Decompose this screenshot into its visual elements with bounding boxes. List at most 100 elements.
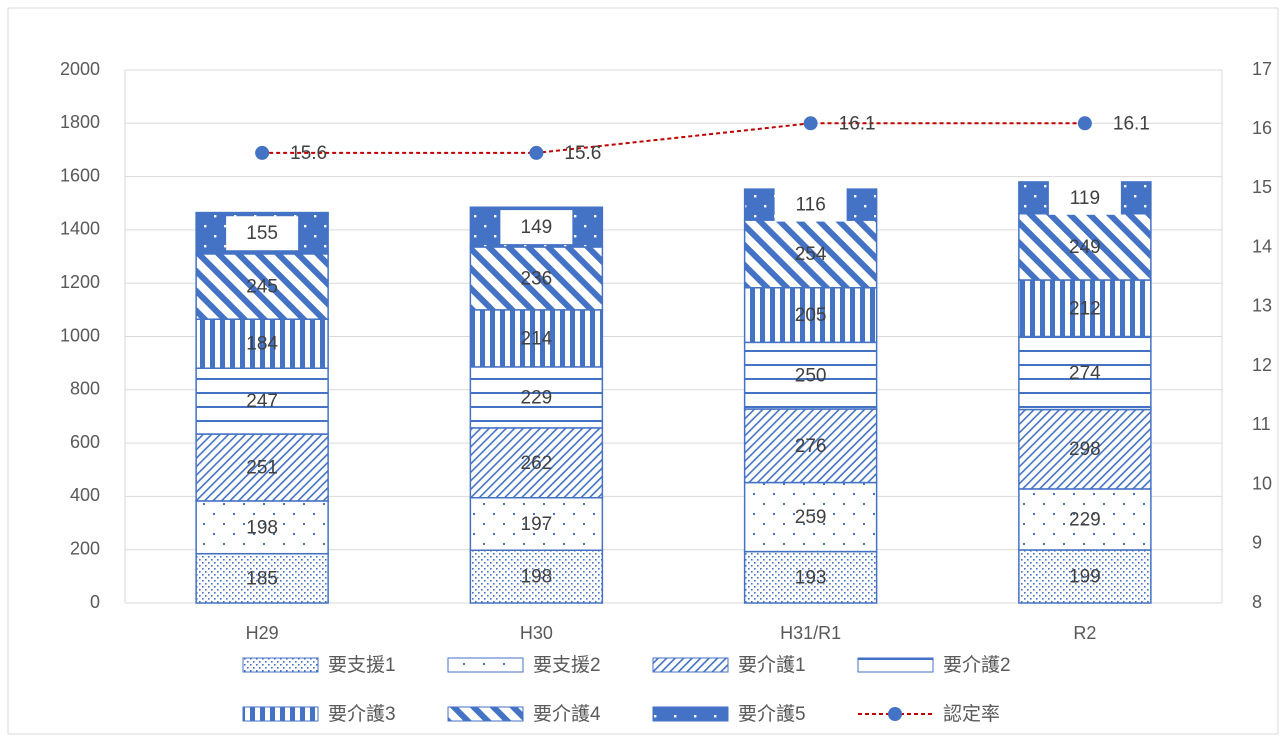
bar-segment	[743, 219, 878, 289]
y2-tick-label: 13	[1252, 296, 1272, 316]
y2-tick-label: 11	[1252, 414, 1271, 434]
data-label: 254	[795, 244, 827, 265]
legend-marker	[888, 707, 902, 721]
bar-segment	[469, 366, 604, 429]
line	[262, 122, 1085, 154]
data-label: 247	[246, 391, 278, 412]
bar-segment	[195, 253, 329, 320]
legend-label: 要介護4	[533, 703, 601, 725]
data-label: 193	[795, 567, 827, 588]
data-label: 251	[246, 458, 278, 479]
data-label: 119	[1070, 188, 1100, 209]
data-label: 197	[521, 514, 553, 535]
y2-tick-label: 9	[1252, 533, 1262, 553]
data-label: 214	[521, 328, 553, 349]
label-box	[500, 210, 573, 245]
label-box	[1048, 180, 1121, 215]
x-tick-label: H29	[246, 623, 279, 643]
y-tick-label: 1800	[60, 112, 100, 132]
y2-tick-label: 10	[1252, 473, 1272, 493]
label-box	[226, 216, 299, 251]
legend-swatch	[857, 657, 934, 673]
legend-swatch	[447, 706, 524, 722]
data-label: 116	[795, 195, 825, 216]
bar-segment	[1018, 212, 1152, 281]
y-tick-label: 200	[70, 538, 100, 558]
data-label: 236	[521, 268, 553, 289]
legend-label: 要介護2	[943, 654, 1011, 676]
data-label: 199	[1069, 566, 1101, 587]
line-marker	[255, 145, 270, 160]
x-tick-label: R2	[1073, 623, 1096, 643]
data-label: 250	[795, 366, 827, 387]
x-tick-label: H30	[520, 623, 553, 643]
bar-segment	[195, 552, 329, 604]
bar-segment	[743, 481, 878, 553]
bar-segment	[195, 318, 329, 369]
data-label: 205	[795, 305, 827, 326]
bar-segment	[743, 341, 878, 410]
bar-segment	[1018, 335, 1152, 411]
data-label: 229	[521, 387, 553, 408]
data-label: 198	[521, 567, 553, 588]
data-label: 155	[246, 223, 278, 244]
data-label: 229	[1069, 509, 1101, 530]
y-tick-label: 1600	[60, 165, 100, 185]
data-label: 245	[246, 277, 278, 298]
y2-tick-label: 15	[1252, 177, 1272, 197]
legend-swatch	[447, 657, 524, 673]
data-label: 298	[1069, 439, 1101, 460]
bar-segment	[195, 367, 329, 435]
legend-label: 要支援2	[533, 654, 601, 676]
bar-segment	[743, 286, 878, 344]
bar-segment	[743, 550, 878, 604]
y-tick-label: 1400	[60, 219, 100, 239]
y2-tick-label: 17	[1252, 59, 1272, 79]
data-label: 276	[795, 436, 827, 457]
data-label: 16.1	[1113, 113, 1150, 134]
bar-segment	[1018, 549, 1152, 604]
y2-tick-label: 16	[1252, 118, 1272, 138]
data-label: 15.6	[290, 143, 327, 164]
data-label: 184	[246, 334, 278, 355]
legend-label: 要介護5	[738, 703, 806, 725]
data-label: 249	[1069, 237, 1101, 258]
bar-segment	[469, 246, 604, 311]
label-box	[774, 187, 847, 222]
data-label: 212	[1069, 298, 1101, 319]
y-tick-label: 800	[70, 379, 100, 399]
bar-segment	[195, 500, 329, 555]
y-tick-label: 2000	[60, 59, 100, 79]
line-marker	[1077, 116, 1092, 131]
data-label: 185	[246, 568, 278, 589]
legend-label: 要介護3	[328, 703, 396, 725]
bar-segment	[1018, 488, 1152, 551]
y2-tick-label: 14	[1252, 236, 1272, 256]
bar-segment	[1018, 279, 1152, 338]
data-label: 15.6	[564, 143, 601, 164]
line-marker	[803, 116, 818, 131]
y2-tick-label: 12	[1252, 355, 1272, 375]
x-tick-label: H31/R1	[780, 623, 841, 643]
bar-segment	[195, 433, 329, 502]
legend-swatch	[652, 706, 729, 722]
data-label: 274	[1069, 363, 1101, 384]
legend-label: 要支援1	[328, 654, 396, 676]
bar-segment	[1018, 408, 1152, 490]
y-tick-label: 600	[70, 432, 100, 452]
legend-swatch	[242, 706, 319, 722]
bar-segment	[469, 496, 604, 551]
y-tick-label: 400	[70, 485, 100, 505]
y2-tick-label: 8	[1252, 592, 1262, 612]
y-tick-label: 0	[90, 592, 100, 612]
data-label: 149	[521, 217, 553, 238]
bar-segment	[469, 549, 604, 604]
legend-swatch	[242, 657, 319, 673]
data-label: 16.1	[839, 113, 876, 134]
bar-segment	[743, 408, 878, 484]
data-label: 262	[521, 453, 553, 474]
y-tick-label: 1200	[60, 272, 100, 292]
legend-label: 認定率	[943, 703, 1000, 725]
